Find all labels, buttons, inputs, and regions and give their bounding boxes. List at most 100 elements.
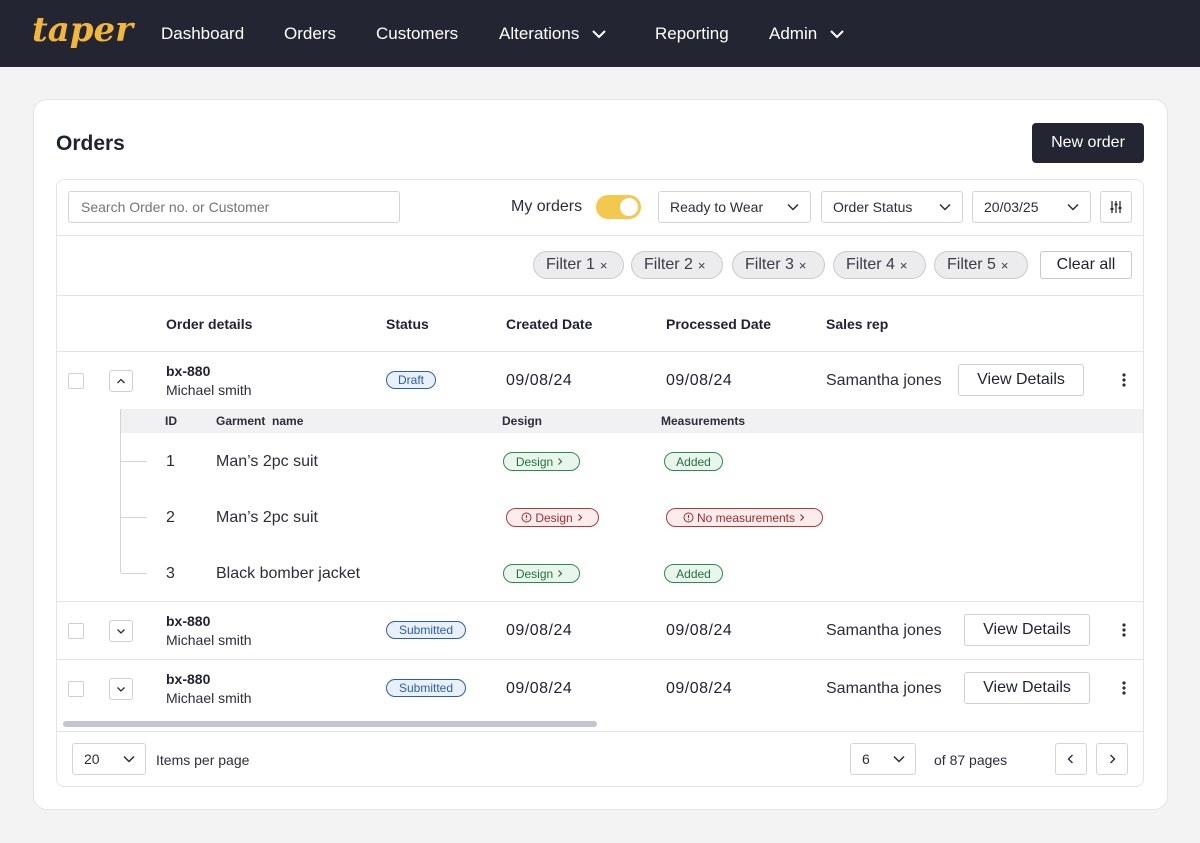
view-details-button[interactable]: View Details xyxy=(964,614,1090,646)
chip-label: Filter 5 xyxy=(947,256,996,273)
remove-icon[interactable]: × xyxy=(697,257,706,273)
status-badge: Draft xyxy=(386,371,436,389)
view-details-button[interactable]: View Details xyxy=(958,364,1084,396)
created-date: 09/08/24 xyxy=(506,680,573,697)
orders-table: My orders Ready to Wear Order Status 20/… xyxy=(56,179,1144,787)
brand-logo[interactable]: taper xyxy=(32,10,134,50)
divider xyxy=(57,601,1143,602)
collapse-row-button[interactable] xyxy=(109,370,133,392)
row-checkbox[interactable] xyxy=(68,373,84,389)
alert-icon xyxy=(521,512,532,523)
status-badge: Submitted xyxy=(386,679,466,697)
nav-item-dashboard[interactable]: Dashboard xyxy=(161,24,244,44)
measurements-status[interactable]: No measurements xyxy=(666,508,823,527)
measurements-status[interactable]: Added xyxy=(664,564,723,583)
page-select[interactable]: 6 xyxy=(850,743,916,775)
garment-column-design: Design xyxy=(502,414,543,428)
expand-row-button[interactable] xyxy=(109,678,133,700)
tree-connector xyxy=(121,517,147,518)
filter-settings-button[interactable] xyxy=(1100,191,1132,223)
alert-icon xyxy=(683,512,694,523)
chevron-down-icon xyxy=(117,687,125,692)
remove-icon[interactable]: × xyxy=(1000,257,1009,273)
select-value: 20 xyxy=(84,751,100,767)
nav-item-admin[interactable]: Admin xyxy=(769,24,847,44)
status-badge: Submitted xyxy=(386,621,466,639)
remove-icon[interactable]: × xyxy=(899,257,908,273)
tree-connector xyxy=(120,409,121,573)
design-link[interactable]: Design xyxy=(506,508,599,527)
filter-chip[interactable]: Filter 3 × xyxy=(732,251,825,279)
created-date: 09/08/24 xyxy=(506,372,573,389)
column-header-processed-date[interactable]: Processed Date xyxy=(666,316,772,332)
chevron-down-icon xyxy=(893,755,905,763)
sliders-icon xyxy=(1110,201,1122,213)
row-checkbox[interactable] xyxy=(68,681,84,697)
remove-icon[interactable]: × xyxy=(599,257,608,273)
my-orders-toggle[interactable] xyxy=(596,195,641,219)
divider xyxy=(57,351,1143,352)
nav-item-label: Dashboard xyxy=(161,24,245,43)
divider xyxy=(57,659,1143,660)
order-id[interactable]: bx-880 xyxy=(166,613,211,629)
order-status-dropdown[interactable]: Order Status xyxy=(821,191,963,223)
total-pages-label: of 87 pages xyxy=(934,752,1008,768)
column-header-created-date[interactable]: Created Date xyxy=(506,316,593,332)
next-page-button[interactable] xyxy=(1096,743,1128,775)
chevron-down-icon xyxy=(592,30,607,39)
design-label: Design xyxy=(535,510,573,525)
chevron-right-icon xyxy=(558,570,563,577)
garment-name: Man’s 2pc suit xyxy=(216,453,318,470)
view-details-button[interactable]: View Details xyxy=(964,672,1090,704)
filter-chip[interactable]: Filter 4 × xyxy=(833,251,926,279)
horizontal-scrollbar[interactable] xyxy=(63,721,597,727)
more-options-icon[interactable] xyxy=(1118,371,1130,389)
chevron-down-icon xyxy=(939,203,951,211)
order-id[interactable]: bx-880 xyxy=(166,671,211,687)
garment-type-dropdown[interactable]: Ready to Wear xyxy=(658,191,811,223)
column-header-status[interactable]: Status xyxy=(386,316,429,332)
order-id[interactable]: bx-880 xyxy=(166,363,211,379)
garment-name: Black bomber jacket xyxy=(216,565,361,582)
filter-chip[interactable]: Filter 2 × xyxy=(631,251,723,279)
garment-id: 1 xyxy=(166,453,175,470)
items-per-page-select[interactable]: 20 xyxy=(72,743,146,775)
chevron-right-icon xyxy=(577,514,583,521)
chevron-down-icon xyxy=(123,755,135,763)
dropdown-value: Ready to Wear xyxy=(670,199,764,215)
nav-item-customers[interactable]: Customers xyxy=(376,24,458,44)
row-checkbox[interactable] xyxy=(68,623,84,639)
search-input[interactable] xyxy=(68,191,400,223)
column-header-sales-rep[interactable]: Sales rep xyxy=(826,316,889,332)
new-order-button[interactable]: New order xyxy=(1032,123,1144,163)
column-header-order-details[interactable]: Order details xyxy=(166,316,253,332)
remove-icon[interactable]: × xyxy=(798,257,807,273)
nav-item-label: Alterations xyxy=(499,24,580,43)
date-dropdown[interactable]: 20/03/25 xyxy=(972,191,1091,223)
clear-all-button[interactable]: Clear all xyxy=(1040,251,1132,279)
processed-date: 09/08/24 xyxy=(666,372,733,389)
more-options-icon[interactable] xyxy=(1118,679,1130,697)
chevron-down-icon xyxy=(830,30,844,39)
nav-item-orders[interactable]: Orders xyxy=(284,24,336,44)
customer-name: Michael smith xyxy=(166,632,252,648)
garment-column-name: Garment name xyxy=(216,414,304,428)
my-orders-label: My orders xyxy=(511,198,583,215)
filter-chip[interactable]: Filter 1 × xyxy=(533,251,624,279)
measurements-status[interactable]: Added xyxy=(664,452,723,471)
garment-id: 3 xyxy=(166,565,175,582)
previous-page-button[interactable] xyxy=(1055,743,1087,775)
chevron-down-icon xyxy=(787,203,799,211)
processed-date: 09/08/24 xyxy=(666,622,733,639)
nav-item-reporting[interactable]: Reporting xyxy=(655,24,729,44)
nav-item-alterations[interactable]: Alterations xyxy=(499,24,609,44)
chevron-down-icon xyxy=(1067,203,1079,211)
design-link[interactable]: Design xyxy=(503,564,580,583)
expand-row-button[interactable] xyxy=(109,620,133,642)
garment-column-id: ID xyxy=(165,414,177,428)
filter-chip[interactable]: Filter 5 × xyxy=(934,251,1028,279)
chevron-right-icon xyxy=(1110,754,1116,764)
processed-date: 09/08/24 xyxy=(666,680,733,697)
more-options-icon[interactable] xyxy=(1118,621,1130,639)
design-link[interactable]: Design xyxy=(503,452,580,471)
